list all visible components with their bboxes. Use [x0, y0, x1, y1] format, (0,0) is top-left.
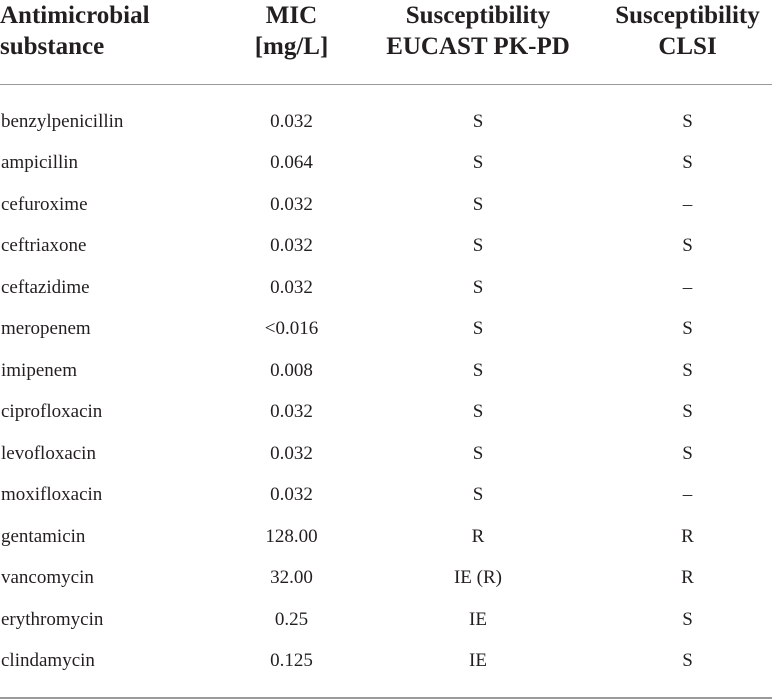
substance-cell: benzylpenicillin	[1, 110, 124, 132]
eucast-cell: S	[472, 235, 484, 257]
clsi-cell: S	[682, 235, 693, 257]
spacer-row	[0, 85, 772, 102]
table-row: ampicillin 0.064 S S	[0, 143, 772, 185]
header-line: MIC	[265, 2, 318, 29]
mic-cell: 0.032	[270, 235, 313, 257]
substance-cell: gentamicin	[1, 525, 86, 547]
clsi-cell: S	[682, 401, 693, 423]
header-line: Susceptibility	[405, 2, 551, 29]
header-line: substance	[0, 33, 105, 60]
eucast-cell: IE	[469, 650, 487, 672]
header-susceptibility-clsi: Susceptibility CLSI	[603, 0, 772, 85]
header-row: Antimicrobial substance MIC [mg/L] Susce…	[0, 0, 772, 85]
substance-cell: ciprofloxacin	[1, 401, 103, 423]
susceptibility-table: Antimicrobial substance MIC [mg/L] Susce…	[0, 0, 772, 683]
table-row: vancomycin 32.00 IE (R) R	[0, 558, 772, 600]
eucast-cell: S	[472, 401, 484, 423]
mic-cell: 0.25	[274, 608, 309, 630]
mic-cell: 0.032	[270, 442, 313, 464]
mic-cell: 0.008	[270, 359, 313, 381]
clsi-cell: –	[682, 193, 693, 215]
bottom-rule	[0, 697, 772, 699]
mic-cell: 0.064	[270, 152, 313, 174]
eucast-cell: S	[472, 276, 484, 298]
table-row: ceftazidime 0.032 S –	[0, 267, 772, 309]
header-susceptibility-eucast: Susceptibility EUCAST PK-PD	[353, 0, 603, 85]
eucast-cell: S	[472, 193, 484, 215]
mic-cell: 128.00	[265, 525, 318, 547]
substance-cell: ampicillin	[1, 152, 79, 174]
substance-cell: meropenem	[1, 318, 91, 340]
eucast-cell: S	[472, 359, 484, 381]
clsi-cell: –	[682, 276, 693, 298]
mic-cell: 0.032	[270, 276, 313, 298]
eucast-cell: R	[471, 525, 485, 547]
table-row: benzylpenicillin 0.032 S S	[0, 101, 772, 143]
clsi-cell: S	[682, 608, 693, 630]
table-row: imipenem 0.008 S S	[0, 350, 772, 392]
header-line: Antimicrobial	[0, 2, 150, 29]
clsi-cell: S	[682, 110, 693, 132]
clsi-cell: R	[681, 525, 694, 547]
substance-cell: ceftriaxone	[1, 235, 87, 257]
substance-cell: ceftazidime	[1, 276, 90, 298]
clsi-cell: S	[682, 152, 693, 174]
header-line: EUCAST PK-PD	[386, 33, 570, 60]
table-row: clindamycin 0.125 IE S	[0, 641, 772, 683]
mic-cell: <0.016	[264, 318, 319, 340]
table-row: cefuroxime 0.032 S –	[0, 184, 772, 226]
mic-cell: 32.00	[270, 567, 313, 589]
table-row: moxifloxacin 0.032 S –	[0, 475, 772, 517]
mic-cell: 0.032	[270, 193, 313, 215]
table-row: erythromycin 0.25 IE S	[0, 599, 772, 641]
table-row: meropenem <0.016 S S	[0, 309, 772, 351]
table-row: ciprofloxacin 0.032 S S	[0, 392, 772, 434]
eucast-cell: IE (R)	[453, 567, 502, 589]
eucast-cell: IE	[469, 608, 487, 630]
eucast-cell: S	[472, 484, 484, 506]
substance-cell: erythromycin	[1, 608, 104, 630]
eucast-cell: S	[472, 110, 484, 132]
clsi-cell: S	[682, 442, 693, 464]
header-mic: MIC [mg/L]	[208, 0, 353, 85]
table-row: ceftriaxone 0.032 S S	[0, 226, 772, 268]
header-line: Susceptibility	[615, 2, 760, 29]
substance-cell: moxifloxacin	[1, 484, 103, 506]
substance-cell: imipenem	[1, 359, 77, 381]
mic-cell: 0.032	[270, 484, 313, 506]
table-row: levofloxacin 0.032 S S	[0, 433, 772, 475]
clsi-cell: S	[682, 650, 693, 672]
eucast-cell: S	[472, 318, 484, 340]
mic-cell: 0.032	[270, 401, 313, 423]
header-antimicrobial-substance: Antimicrobial substance	[0, 0, 208, 85]
substance-cell: clindamycin	[1, 650, 95, 672]
clsi-cell: –	[682, 484, 693, 506]
mic-cell: 0.125	[270, 650, 313, 672]
table-row: gentamicin 128.00 R R	[0, 516, 772, 558]
eucast-cell: S	[472, 152, 484, 174]
header-line: CLSI	[658, 33, 717, 60]
table-header: Antimicrobial substance MIC [mg/L] Susce…	[0, 0, 772, 85]
clsi-cell: S	[682, 318, 693, 340]
substance-cell: vancomycin	[1, 567, 94, 589]
substance-cell: cefuroxime	[1, 193, 88, 215]
clsi-cell: R	[681, 567, 694, 589]
mic-cell: 0.032	[270, 110, 313, 132]
clsi-cell: S	[682, 359, 693, 381]
substance-cell: levofloxacin	[1, 442, 96, 464]
eucast-cell: S	[472, 442, 484, 464]
header-line: [mg/L]	[254, 33, 329, 60]
